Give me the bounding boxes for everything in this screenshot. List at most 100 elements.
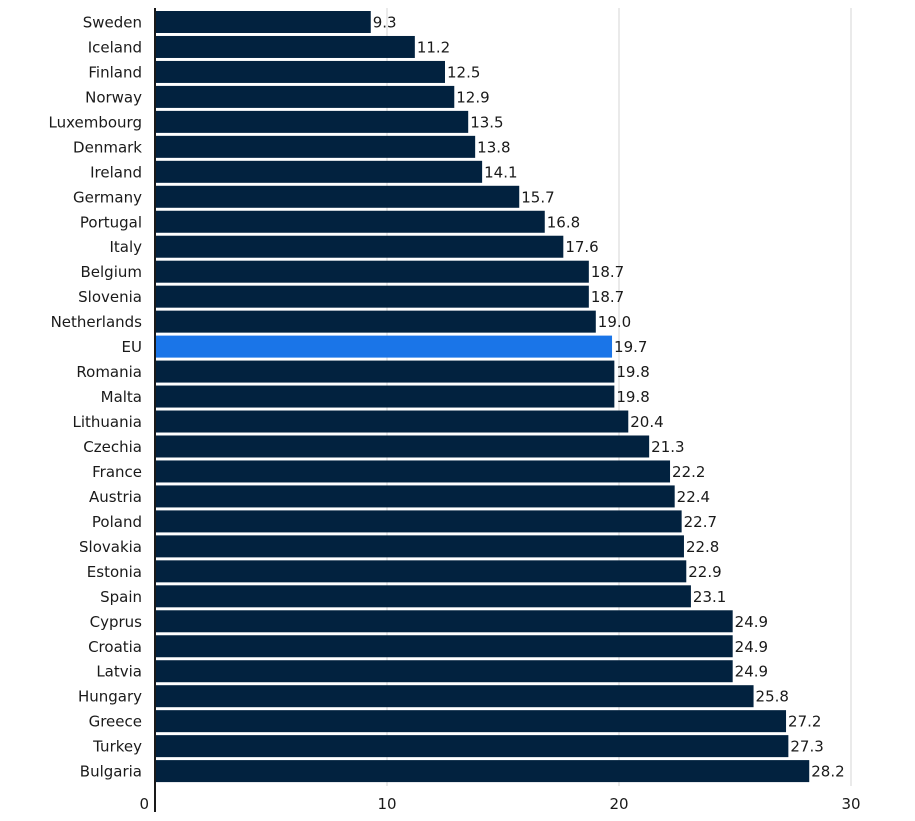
bar-hungary	[155, 685, 754, 708]
category-label-greece: Greece	[89, 713, 142, 731]
bar-portugal	[155, 210, 545, 233]
value-label-hungary: 25.8	[756, 688, 789, 706]
value-label-poland: 22.7	[684, 513, 717, 531]
bar-poland	[155, 510, 682, 533]
value-label-lithuania: 20.4	[630, 413, 663, 431]
value-label-germany: 15.7	[521, 188, 554, 206]
category-label-finland: Finland	[88, 63, 142, 81]
category-label-turkey: Turkey	[92, 738, 142, 756]
category-label-romania: Romania	[76, 363, 142, 381]
bar-malta	[155, 385, 615, 408]
category-label-eu: EU	[122, 338, 142, 356]
bar-lithuania	[155, 410, 629, 433]
bar-eu	[155, 335, 613, 358]
bar-greece	[155, 710, 787, 733]
value-label-france: 22.2	[672, 463, 705, 481]
value-label-iceland: 11.2	[417, 38, 450, 56]
value-label-spain: 23.1	[693, 588, 726, 606]
bar-cyprus	[155, 610, 733, 633]
category-label-croatia: Croatia	[88, 638, 142, 656]
bar-germany	[155, 185, 520, 208]
bar-austria	[155, 485, 675, 508]
bar-luxembourg	[155, 110, 469, 133]
category-label-lithuania: Lithuania	[73, 413, 142, 431]
category-label-germany: Germany	[73, 188, 142, 206]
bar-romania	[155, 360, 615, 383]
category-label-malta: Malta	[101, 388, 142, 406]
value-label-netherlands: 19.0	[598, 313, 631, 331]
category-labels: Sweden Iceland Finland Norway Luxembourg Denm…	[49, 14, 143, 781]
x-tick-label-30: 30	[841, 795, 860, 813]
value-label-denmark: 13.8	[477, 138, 510, 156]
value-labels: 9.3 11.2 12.5 12.9 13.5 13.8 14.115.7 16.8 17.6 1…	[373, 14, 845, 781]
x-tick-label-20: 20	[609, 795, 628, 813]
bar-iceland	[155, 35, 415, 58]
value-label-croatia: 24.9	[735, 638, 768, 656]
value-label-greece: 27.2	[788, 713, 821, 731]
x-tick-label-10: 10	[377, 795, 396, 813]
category-label-slovakia: Slovakia	[79, 538, 142, 556]
value-label-luxembourg: 13.5	[470, 113, 503, 131]
category-label-sweden: Sweden	[83, 14, 142, 32]
category-label-latvia: Latvia	[96, 663, 142, 681]
bar-sweden	[155, 11, 371, 33]
value-label-portugal: 16.8	[547, 213, 580, 231]
category-label-ireland: Ireland	[90, 163, 142, 181]
value-label-czechia: 21.3	[651, 438, 684, 456]
category-label-spain: Spain	[100, 588, 142, 606]
category-label-italy: Italy	[109, 238, 142, 256]
value-label-malta: 19.8	[616, 388, 649, 406]
category-label-bulgaria: Bulgaria	[80, 763, 142, 781]
bar-bulgaria	[155, 760, 810, 783]
category-label-czechia: Czechia	[83, 438, 142, 456]
value-label-estonia: 22.9	[688, 563, 721, 581]
category-label-netherlands: Netherlands	[51, 313, 143, 331]
value-label-latvia: 24.9	[735, 663, 768, 681]
category-label-cyprus: Cyprus	[90, 613, 143, 631]
x-axis-ticks: 0 10 20 30	[139, 795, 860, 813]
category-label-luxembourg: Luxembourg	[49, 113, 143, 131]
category-label-norway: Norway	[85, 88, 142, 106]
bar-italy	[155, 235, 564, 258]
value-label-romania: 19.8	[616, 363, 649, 381]
value-label-italy: 17.6	[565, 238, 598, 256]
category-label-poland: Poland	[92, 513, 142, 531]
category-label-portugal: Portugal	[80, 213, 142, 231]
bar-estonia	[155, 560, 687, 583]
value-label-sweden: 9.3	[373, 14, 397, 32]
category-label-austria: Austria	[89, 488, 142, 506]
bar-slovenia	[155, 285, 589, 308]
value-label-norway: 12.9	[456, 88, 489, 106]
category-label-france: France	[92, 463, 142, 481]
value-label-austria: 22.4	[677, 488, 710, 506]
bar-netherlands	[155, 310, 596, 333]
bar-slovakia	[155, 535, 684, 558]
bar-norway	[155, 85, 455, 108]
bar-denmark	[155, 135, 476, 158]
bar-finland	[155, 60, 445, 83]
value-label-slovenia: 18.7	[591, 288, 624, 306]
category-label-denmark: Denmark	[73, 138, 142, 156]
bar-turkey	[155, 735, 789, 758]
value-label-eu: 19.7	[614, 338, 647, 356]
category-label-belgium: Belgium	[81, 263, 143, 281]
category-label-hungary: Hungary	[78, 688, 142, 706]
value-label-cyprus: 24.9	[735, 613, 768, 631]
bar-latvia	[155, 660, 733, 683]
x-tick-label-0: 0	[139, 795, 149, 813]
bar-spain	[155, 585, 691, 608]
bar-france	[155, 460, 671, 483]
category-label-estonia: Estonia	[87, 563, 142, 581]
value-label-belgium: 18.7	[591, 263, 624, 281]
bars	[155, 11, 810, 783]
value-label-finland: 12.5	[447, 63, 480, 81]
value-label-bulgaria: 28.2	[811, 763, 844, 781]
bar-czechia	[155, 435, 650, 458]
value-label-slovakia: 22.8	[686, 538, 719, 556]
bar-ireland	[155, 160, 483, 183]
bar-croatia	[155, 635, 733, 658]
value-label-ireland: 14.1	[484, 163, 517, 181]
value-label-turkey: 27.3	[790, 738, 823, 756]
category-label-iceland: Iceland	[88, 38, 142, 56]
